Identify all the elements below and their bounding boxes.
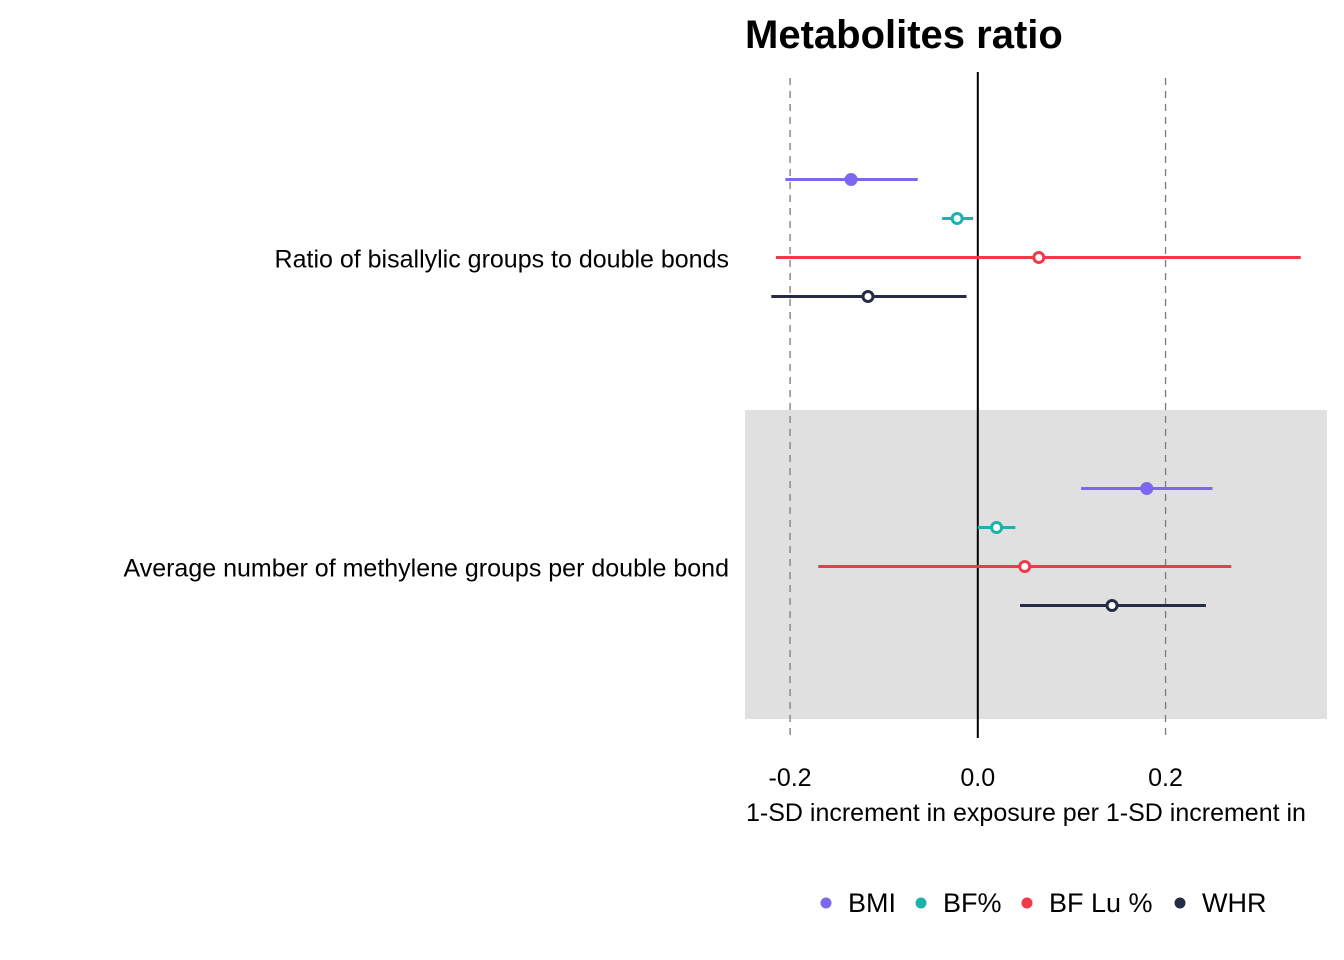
legend-swatch: [1021, 897, 1033, 909]
y-axis-labels: Ratio of bisallylic groups to double bon…: [123, 246, 729, 583]
x-tick-label: 0.2: [1148, 764, 1183, 792]
chart-title: Metabolites ratio: [745, 13, 1063, 57]
x-tick-label: 0.0: [960, 764, 995, 792]
point-estimate: [950, 212, 964, 225]
legend-swatch: [820, 897, 832, 909]
point-estimate: [1032, 251, 1046, 264]
legend-label: BF Lu %: [1049, 888, 1153, 918]
legend-label: BF%: [943, 888, 1002, 918]
data-marks: [771, 173, 1301, 612]
point-estimate: [1140, 482, 1154, 495]
point-estimate: [861, 290, 875, 303]
point-estimate: [990, 521, 1004, 534]
category-shade-band: [745, 410, 1327, 719]
legend-swatch: [915, 897, 927, 909]
point-estimate: [1105, 599, 1119, 612]
point-estimate: [1018, 560, 1032, 573]
plot-panel: [745, 72, 1327, 738]
point-estimate: [844, 173, 858, 186]
legend-swatch: [1174, 897, 1186, 909]
y-axis-category-label: Ratio of bisallylic groups to double bon…: [275, 246, 729, 274]
legend-label: WHR: [1202, 888, 1266, 918]
x-tick-label: -0.2: [769, 764, 812, 792]
x-axis-ticks: -0.2 0.0 0.2: [769, 764, 1183, 792]
y-axis-category-label: Average number of methylene groups per d…: [123, 555, 729, 583]
legend: BMI BF% BF Lu % WHR: [820, 888, 1266, 918]
legend-label: BMI: [848, 888, 896, 918]
x-axis-label: 1-SD increment in exposure per 1-SD incr…: [746, 799, 1306, 827]
